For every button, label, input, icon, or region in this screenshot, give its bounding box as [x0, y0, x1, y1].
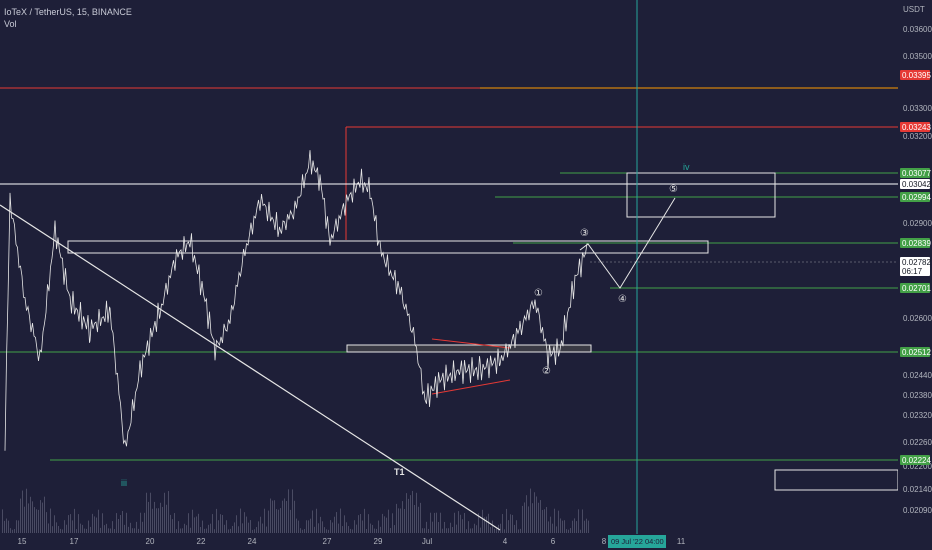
price-tag: 0.03395 — [900, 70, 931, 80]
price-tick-label: 0.02440 — [903, 371, 932, 380]
wave-iii-label: iii — [121, 478, 127, 488]
wave-1-label: ① — [534, 288, 543, 299]
time-tick-label: 27 — [323, 537, 332, 546]
price-tag: 0.02701 — [900, 283, 931, 293]
svg-text:0.02701: 0.02701 — [902, 284, 931, 293]
price-tick-label: 0.03500 — [903, 52, 932, 61]
support-zone[interactable] — [346, 344, 592, 353]
price-tick-label: 0.02320 — [903, 411, 932, 420]
price-tag: 0.02782 — [900, 257, 931, 267]
price-tick-label: 0.02380 — [903, 391, 932, 400]
price-tick-label: 0.03600 — [903, 25, 932, 34]
trendline-t1[interactable] — [0, 204, 501, 531]
horizontal-levels — [0, 87, 898, 461]
price-tag: 0.02994 — [900, 192, 931, 202]
price-tag: 0.02839 — [900, 238, 931, 248]
time-tick-label: 24 — [248, 537, 257, 546]
zones — [67, 172, 899, 491]
time-tick-label: 17 — [70, 537, 79, 546]
price-series — [4, 150, 588, 451]
currency-label: USDT — [903, 5, 925, 14]
triangle-pattern[interactable] — [431, 338, 511, 395]
lower-zone[interactable] — [774, 469, 899, 491]
price-tick-label: 0.02140 — [903, 485, 932, 494]
svg-text:0.03243: 0.03243 — [902, 123, 931, 132]
price-tag: 0.02224 — [900, 455, 931, 465]
svg-text:06:17: 06:17 — [902, 267, 923, 276]
trendline-t1-label: T1 — [394, 467, 405, 477]
price-tick-label: 0.02090 — [903, 506, 932, 515]
wave-4-label: ④ — [618, 294, 627, 305]
wave-5-label: ⑤ — [669, 184, 678, 195]
svg-text:0.03042: 0.03042 — [902, 180, 931, 189]
time-tick-label: Jul — [422, 537, 432, 546]
time-tick-label: 29 — [374, 537, 383, 546]
price-tick-label: 0.02260 — [903, 438, 932, 447]
svg-text:0.03395: 0.03395 — [902, 71, 931, 80]
time-tick-label: 20 — [146, 537, 155, 546]
time-tick-label: 8 — [602, 537, 607, 546]
wave-projection[interactable] — [579, 197, 676, 289]
price-tick-label: 0.02200 — [903, 462, 932, 471]
price-tag: 0.03042 — [900, 179, 931, 189]
crosshair-time-label: 09 Jul '22 04:00 — [611, 537, 664, 546]
price-tag: 0.02512 — [900, 347, 931, 357]
time-axis[interactable]: 15 17 20 22 24 27 29 Jul 4 6 8 11 — [0, 534, 898, 550]
time-tick-label: 6 — [551, 537, 556, 546]
volume-bars — [2, 488, 589, 533]
svg-text:0.02224: 0.02224 — [902, 456, 931, 465]
wave-labels: ① ② ③ ④ ⑤ — [534, 184, 678, 377]
price-tag: 0.03243 — [900, 122, 931, 132]
time-tick-label: 4 — [503, 537, 508, 546]
svg-text:0.02839: 0.02839 — [902, 239, 931, 248]
volume-indicator-label[interactable]: Vol — [4, 19, 17, 29]
price-tag: 06:17 — [900, 266, 930, 276]
resistance-zone[interactable] — [67, 240, 709, 254]
price-tag: 0.03077 — [900, 168, 931, 178]
price-tick-label: 0.03200 — [903, 132, 932, 141]
price-tick-label: 0.02900 — [903, 219, 932, 228]
time-tick-label: 11 — [677, 537, 686, 546]
time-tick-label: 15 — [18, 537, 27, 546]
svg-text:0.02512: 0.02512 — [902, 348, 931, 357]
wave-iv-label: iv — [683, 162, 690, 172]
svg-text:0.02994: 0.02994 — [902, 193, 931, 202]
price-tick-label: 0.02600 — [903, 314, 932, 323]
chart-legend: IoTeX / TetherUS, 15, BINANCE Vol — [4, 6, 132, 30]
svg-text:0.03077: 0.03077 — [902, 169, 931, 178]
time-tick-label: 22 — [197, 537, 206, 546]
wave-2-label: ② — [542, 366, 551, 377]
symbol-title[interactable]: IoTeX / TetherUS, 15, BINANCE — [4, 7, 132, 17]
price-tags: 0.03395 0.03243 0.03077 0.03042 0.02994 0.028… — [900, 70, 931, 465]
wave-3-label: ③ — [580, 228, 589, 239]
svg-text:0.02782: 0.02782 — [902, 258, 931, 267]
price-tick-label: 0.03300 — [903, 104, 932, 113]
target-zone[interactable] — [626, 172, 776, 218]
crosshair-time-tag: 09 Jul '22 04:00 — [608, 535, 666, 548]
